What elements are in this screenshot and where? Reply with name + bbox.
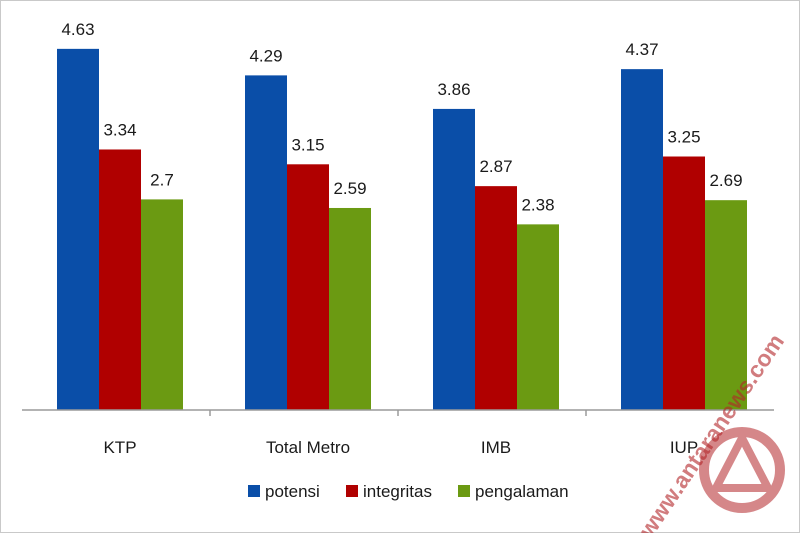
bar-potensi-2 xyxy=(433,108,475,411)
bar-pengalaman-1 xyxy=(329,207,371,410)
x-tick-label: Total Metro xyxy=(266,438,350,457)
bar-potensi-1 xyxy=(245,75,287,410)
data-label: 4.63 xyxy=(61,20,94,39)
x-ticks-group: KTP Total Metro IMB IUP xyxy=(103,410,698,457)
legend-label-potensi: potensi xyxy=(265,482,320,501)
x-tick-label: IMB xyxy=(481,438,511,457)
bar-potensi-0 xyxy=(57,48,99,411)
bar-pengalaman-2 xyxy=(517,224,559,410)
bar-integritas-2 xyxy=(475,186,517,410)
bars-group xyxy=(57,48,747,411)
data-label: 2.69 xyxy=(709,171,742,190)
data-label: 3.86 xyxy=(437,80,470,99)
data-label: 3.15 xyxy=(291,135,324,154)
legend: potensi integritas pengalaman xyxy=(248,482,569,501)
legend-swatch-pengalaman xyxy=(458,485,470,497)
data-label: 4.37 xyxy=(625,40,658,59)
bar-integritas-3 xyxy=(663,156,705,410)
legend-label-integritas: integritas xyxy=(363,482,432,501)
data-label: 3.34 xyxy=(103,120,136,139)
antara-logo-icon xyxy=(699,427,785,513)
bar-potensi-3 xyxy=(621,69,663,410)
data-label: 2.38 xyxy=(521,195,554,214)
bar-pengalaman-0 xyxy=(141,199,183,410)
x-tick-label: KTP xyxy=(103,438,136,457)
data-label: 3.25 xyxy=(667,128,700,147)
data-label: 2.59 xyxy=(333,179,366,198)
legend-swatch-potensi xyxy=(248,485,260,497)
bar-integritas-0 xyxy=(99,149,141,411)
data-label: 4.29 xyxy=(249,46,282,65)
data-label: 2.7 xyxy=(150,170,174,189)
data-labels-group: 4.63 3.34 2.7 4.29 3.15 2.59 3.86 2.87 2.38 4.37 3… xyxy=(61,20,742,215)
data-label: 2.87 xyxy=(479,157,512,176)
legend-swatch-integritas xyxy=(346,485,358,497)
bar-integritas-1 xyxy=(287,164,329,410)
bar-pengalaman-3 xyxy=(705,200,747,410)
x-tick-label: IUP xyxy=(670,438,698,457)
legend-label-pengalaman: pengalaman xyxy=(475,482,569,501)
